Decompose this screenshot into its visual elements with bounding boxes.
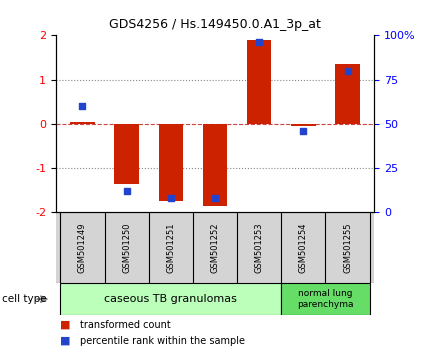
Text: GSM501255: GSM501255 (343, 223, 352, 273)
Bar (159, 124, 183, 201)
Point (123, 188, 130, 194)
Bar (114, 124, 139, 184)
Text: GSM501253: GSM501253 (255, 222, 264, 273)
Bar (60, 283, 281, 315)
Text: GSM501252: GSM501252 (211, 223, 219, 273)
Text: ■: ■ (60, 336, 71, 346)
Bar (203, 124, 227, 206)
Bar (247, 40, 271, 124)
Bar (70, 122, 95, 124)
Text: percentile rank within the sample: percentile rank within the sample (80, 336, 245, 346)
Text: GSM501254: GSM501254 (299, 223, 308, 273)
Title: GDS4256 / Hs.149450.0.A1_3p_at: GDS4256 / Hs.149450.0.A1_3p_at (109, 18, 321, 32)
Bar (281, 283, 370, 315)
Bar (335, 64, 360, 124)
Point (300, 128, 307, 134)
Text: GSM501249: GSM501249 (78, 223, 87, 273)
Bar (291, 124, 316, 126)
Text: cell type: cell type (2, 294, 47, 304)
Text: GSM501251: GSM501251 (166, 223, 175, 273)
Point (212, 195, 218, 201)
Point (344, 68, 351, 74)
Point (79, 103, 86, 109)
Text: normal lung
parenchyma: normal lung parenchyma (297, 290, 354, 309)
Text: ■: ■ (60, 320, 71, 330)
Text: GSM501250: GSM501250 (122, 223, 131, 273)
Text: transformed count: transformed count (80, 320, 170, 330)
Point (167, 195, 174, 201)
Point (256, 40, 263, 45)
Text: caseous TB granulomas: caseous TB granulomas (104, 294, 237, 304)
